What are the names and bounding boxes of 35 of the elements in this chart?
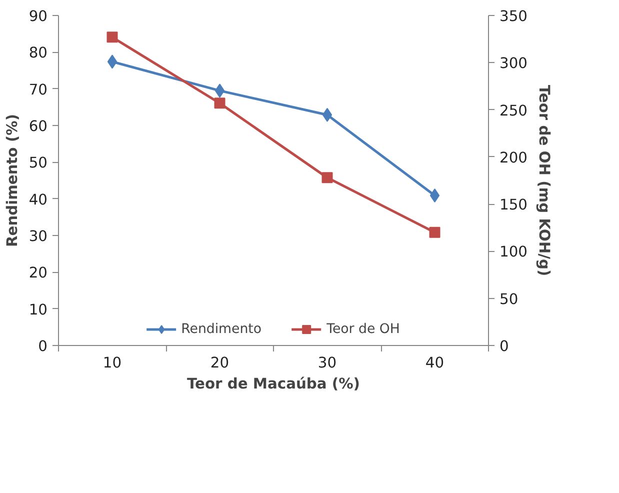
y2-tick-label: 150: [500, 196, 528, 214]
y-tick-label: 50: [28, 154, 48, 172]
y2-tick-label: 350: [500, 8, 528, 25]
point: [429, 226, 440, 238]
y-tick-label: 40: [28, 191, 48, 208]
x-tick-label: 30: [318, 354, 337, 372]
x-tick-label: 10: [102, 354, 122, 372]
y-tick-label: 0: [38, 338, 48, 355]
y-tick-label: 10: [28, 301, 48, 318]
y2-tick-label: 300: [500, 55, 528, 72]
y2-tick-label: 100: [500, 244, 528, 261]
y2-tick-label: 50: [500, 290, 518, 308]
point: [107, 54, 118, 69]
y2-tick-label: 250: [500, 102, 528, 120]
legend-label: Teor de OH: [326, 322, 400, 336]
point: [214, 84, 225, 98]
y-tick-label: 20: [28, 264, 48, 282]
point: [322, 172, 333, 184]
point: [322, 108, 332, 122]
y-tick-label: 90: [28, 8, 48, 25]
x-axis-title: Teor de Macaúba (%): [187, 376, 360, 392]
y-tick-label: 60: [28, 118, 48, 135]
y2-axis-title: Teor de OH (mg KOH/g): [535, 84, 552, 276]
point: [214, 98, 226, 109]
legend-label: Rendimento: [181, 322, 262, 336]
x-tick-label: 40: [425, 354, 444, 372]
y2-tick-label: 0: [500, 338, 509, 355]
y-tick-label: 30: [28, 228, 48, 245]
y2-tick-label: 200: [500, 149, 528, 166]
y-tick-label: 70: [28, 81, 48, 98]
point: [106, 32, 118, 43]
point: [430, 188, 440, 203]
x-tick-label: 20: [210, 354, 230, 372]
y-axis-title: Rendimento (%): [4, 114, 21, 248]
y-tick-label: 80: [28, 44, 48, 62]
